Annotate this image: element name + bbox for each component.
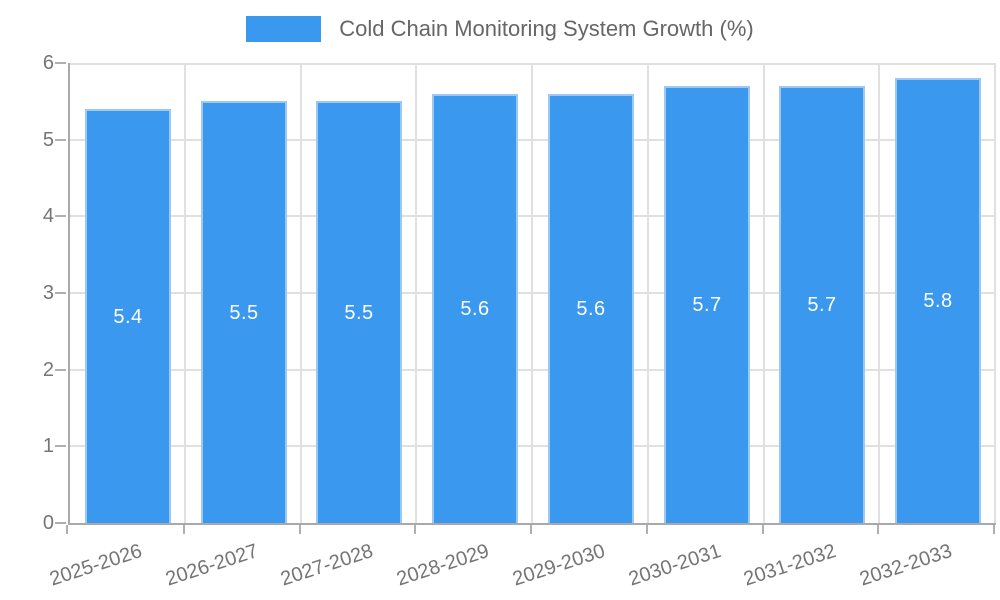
y-gridline — [70, 292, 996, 294]
y-axis-label: 4 — [42, 205, 54, 227]
y-axis-label: 1 — [42, 435, 54, 457]
y-axis-label: 5 — [42, 129, 54, 151]
x-tick — [646, 525, 648, 534]
bar-value-label: 5.5 — [229, 301, 259, 324]
bar-2031-2032: 5.7 — [779, 86, 865, 523]
x-tick — [877, 525, 879, 534]
y-axis-label: 6 — [42, 52, 54, 74]
y-axis-label: 3 — [42, 282, 54, 304]
bar-value-label: 5.7 — [692, 294, 722, 316]
bar-value-label: 5.5 — [344, 301, 374, 324]
bar-value-label: 5.6 — [576, 298, 606, 320]
y-gridline — [70, 215, 996, 218]
x-gridline — [994, 63, 996, 523]
bar-2028-2029: 5.6 — [432, 94, 518, 523]
y-tick — [55, 62, 66, 64]
y-gridline — [70, 63, 996, 65]
bar-value-label: 5.4 — [113, 305, 143, 328]
x-gridline — [300, 63, 302, 523]
bar-2029-2030: 5.6 — [548, 94, 634, 523]
x-gridline — [878, 63, 880, 523]
bar-value-label: 5.6 — [460, 298, 490, 320]
y-gridline — [70, 445, 996, 448]
chart-legend: Cold Chain Monitoring System Growth (%) — [0, 16, 1000, 42]
x-gridline — [647, 63, 649, 523]
y-axis-label: 0 — [42, 512, 54, 534]
y-tick — [55, 292, 66, 294]
x-tick — [66, 525, 68, 534]
x-gridline — [184, 63, 186, 523]
bar-2030-2031: 5.7 — [664, 86, 750, 523]
x-tick — [993, 525, 995, 534]
x-tick — [299, 525, 301, 534]
bar-2027-2028: 5.5 — [316, 101, 402, 523]
bar-value-label: 5.8 — [923, 290, 953, 312]
bar-2025-2026: 5.4 — [85, 109, 171, 523]
y-tick — [55, 215, 66, 217]
x-tick — [183, 525, 185, 534]
y-tick — [55, 445, 66, 447]
x-tick — [414, 525, 416, 534]
y-tick — [55, 369, 66, 371]
plot-area: 5.4 5.5 5.5 5.6 5.6 5.7 5.7 5.8 — [68, 63, 996, 525]
x-gridline — [531, 63, 533, 523]
y-gridline — [70, 138, 996, 141]
bar-2026-2027: 5.5 — [201, 101, 287, 523]
legend-label: Cold Chain Monitoring System Growth (%) — [339, 16, 754, 41]
bar-2032-2033: 5.8 — [895, 78, 981, 523]
legend-item[interactable]: Cold Chain Monitoring System Growth (%) — [246, 16, 754, 42]
y-tick — [55, 522, 66, 524]
y-gridline — [70, 368, 996, 371]
x-gridline — [763, 63, 765, 523]
y-tick — [55, 139, 66, 141]
x-tick — [762, 525, 764, 534]
legend-swatch — [246, 16, 322, 42]
y-axis-label: 2 — [42, 359, 54, 381]
bar-value-label: 5.7 — [807, 294, 837, 316]
x-gridline — [415, 63, 417, 523]
x-tick — [530, 525, 532, 534]
